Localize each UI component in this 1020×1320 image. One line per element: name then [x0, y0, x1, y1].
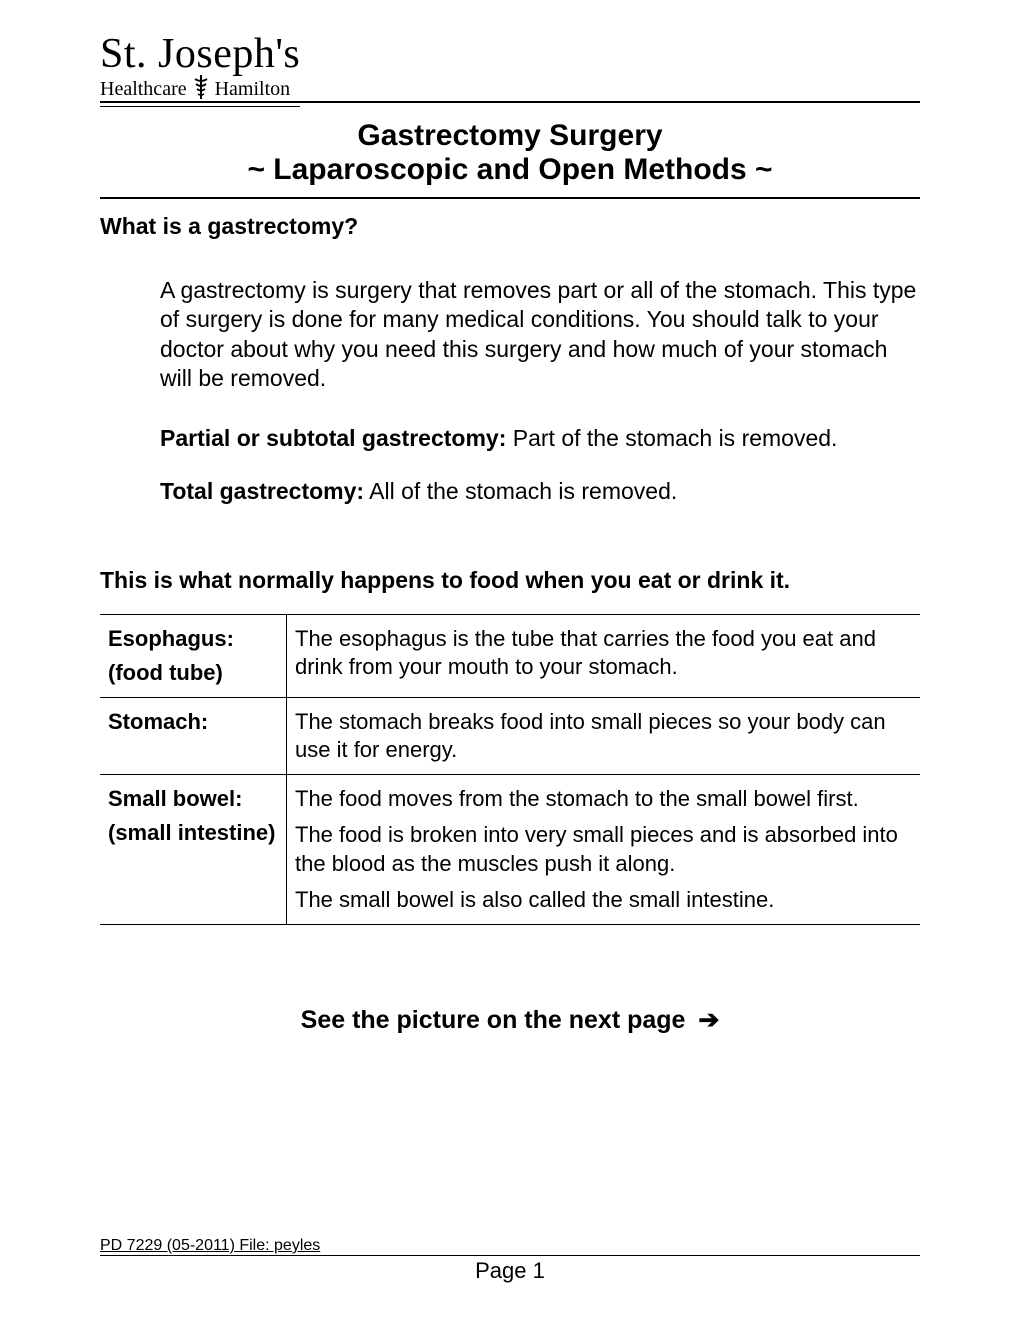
title-line-1: Gastrectomy Surgery	[100, 119, 920, 153]
title-line-2: ~ Laparoscopic and Open Methods ~	[100, 153, 920, 187]
def-term-partial: Partial or subtotal gastrectomy:	[160, 425, 506, 451]
org-logo: St. Joseph's Healthcare Hamilton	[100, 30, 920, 107]
table-term-esophagus: Esophagus: (food tube)	[100, 614, 287, 697]
table-intro-heading: This is what normally happens to food wh…	[100, 567, 920, 594]
def-desc-partial: Part of the stomach is removed.	[506, 425, 837, 451]
desc-line: The food moves from the stomach to the s…	[295, 785, 912, 813]
table-desc-esophagus: The esophagus is the tube that carries t…	[287, 614, 921, 697]
section-heading-what-is: What is a gastrectomy?	[100, 213, 920, 240]
table-row: Esophagus: (food tube) The esophagus is …	[100, 614, 920, 697]
top-rule	[100, 101, 920, 103]
caduceus-icon	[193, 74, 209, 104]
intro-paragraph: A gastrectomy is surgery that removes pa…	[160, 276, 920, 394]
term-label: Stomach:	[108, 709, 208, 734]
page: St. Joseph's Healthcare Hamilton Gastrec…	[0, 0, 1020, 1320]
def-term-total: Total gastrectomy:	[160, 478, 364, 504]
term-sublabel: (small intestine)	[108, 819, 278, 847]
table-desc-small-bowel: The food moves from the stomach to the s…	[287, 775, 921, 925]
footer-reference: PD 7229 (05-2011) File: peyles	[100, 1237, 920, 1255]
title-underline	[100, 197, 920, 199]
definition-total: Total gastrectomy: All of the stomach is…	[160, 477, 920, 506]
logo-underline	[100, 106, 300, 107]
table-row: Stomach: The stomach breaks food into sm…	[100, 697, 920, 774]
logo-sub-text: Healthcare Hamilton	[100, 74, 920, 104]
section-body: A gastrectomy is surgery that removes pa…	[160, 276, 920, 507]
desc-line: The esophagus is the tube that carries t…	[295, 625, 912, 681]
see-next-text: See the picture on the next page	[301, 1006, 686, 1034]
desc-line: The food is broken into very small piece…	[295, 821, 912, 877]
def-desc-total: All of the stomach is removed.	[364, 478, 677, 504]
logo-sub-right: Hamilton	[215, 78, 291, 101]
term-label: Small bowel:	[108, 786, 242, 811]
table-row: Small bowel: (small intestine) The food …	[100, 775, 920, 925]
desc-line: The stomach breaks food into small piece…	[295, 708, 912, 764]
logo-main-text: St. Joseph's	[100, 30, 920, 78]
page-number: Page 1	[100, 1258, 920, 1284]
logo-sub-left: Healthcare	[100, 78, 187, 101]
see-next-page: See the picture on the next page ➔	[100, 1005, 920, 1035]
digestion-table: Esophagus: (food tube) The esophagus is …	[100, 614, 920, 925]
table-term-stomach: Stomach:	[100, 697, 287, 774]
table-term-small-bowel: Small bowel: (small intestine)	[100, 775, 287, 925]
page-footer: PD 7229 (05-2011) File: peyles Page 1	[100, 1237, 920, 1284]
term-sublabel: (food tube)	[108, 659, 278, 687]
desc-line: The small bowel is also called the small…	[295, 886, 912, 914]
table-desc-stomach: The stomach breaks food into small piece…	[287, 697, 921, 774]
term-label: Esophagus:	[108, 626, 234, 651]
doc-title: Gastrectomy Surgery ~ Laparoscopic and O…	[100, 119, 920, 187]
arrow-right-icon: ➔	[698, 1005, 719, 1035]
definition-partial: Partial or subtotal gastrectomy: Part of…	[160, 424, 920, 453]
footer-rule	[100, 1255, 920, 1256]
